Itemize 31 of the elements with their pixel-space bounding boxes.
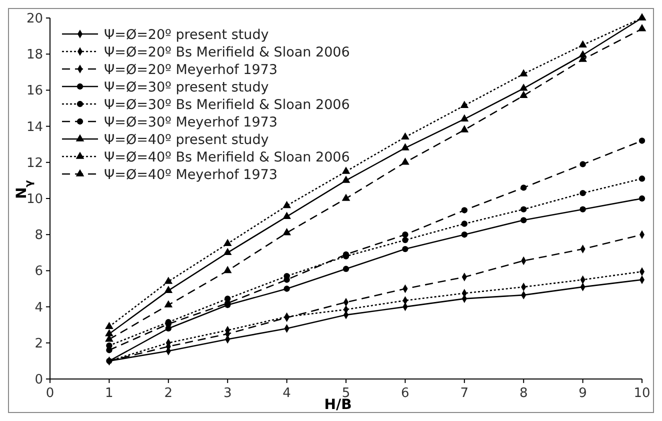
legend-label: Ψ=Ø=20º present study xyxy=(104,27,269,43)
x-tick-label: 4 xyxy=(282,386,291,401)
y-tick-label: 6 xyxy=(34,264,43,280)
x-tick-label: 1 xyxy=(105,386,114,401)
y-tick-label: 16 xyxy=(26,84,43,99)
x-tick-label: 8 xyxy=(519,386,528,401)
legend-label: Ψ=Ø=40º present study xyxy=(104,132,269,148)
x-tick-label: 9 xyxy=(578,386,587,401)
x-tick-label: 6 xyxy=(401,386,410,401)
x-tick-label: 0 xyxy=(46,386,54,401)
y-tick-label: 18 xyxy=(26,48,43,63)
y-tick-label: 2 xyxy=(34,336,43,352)
x-tick-label: 10 xyxy=(634,386,650,401)
legend-label: Ψ=Ø=30º Meyerhof 1973 xyxy=(104,114,278,130)
y-tick-label: 14 xyxy=(26,120,43,135)
y-tick-label: 8 xyxy=(34,228,43,244)
legend-label: Ψ=Ø=20º Bs Merifield & Sloan 2006 xyxy=(104,44,350,60)
x-axis-title: H/B xyxy=(324,397,352,413)
y-tick-label: 10 xyxy=(26,192,43,207)
legend-label: Ψ=Ø=40º Meyerhof 1973 xyxy=(104,167,278,183)
y-tick-label: 12 xyxy=(26,156,43,171)
legend-label: Ψ=Ø=20º Meyerhof 1973 xyxy=(104,62,278,78)
x-tick-label: 7 xyxy=(460,386,469,401)
y-tick-label: 0 xyxy=(34,372,43,388)
x-tick-label: 3 xyxy=(223,386,232,401)
legend-label: Ψ=Ø=30º present study xyxy=(104,80,269,96)
y-tick-label: 20 xyxy=(26,12,43,26)
legend-label: Ψ=Ø=40º Bs Merifield & Sloan 2006 xyxy=(104,150,350,166)
y-tick-label: 4 xyxy=(34,300,43,316)
legend-label: Ψ=Ø=30º Bs Merifield & Sloan 2006 xyxy=(104,97,350,113)
x-tick-label: 2 xyxy=(164,386,173,401)
